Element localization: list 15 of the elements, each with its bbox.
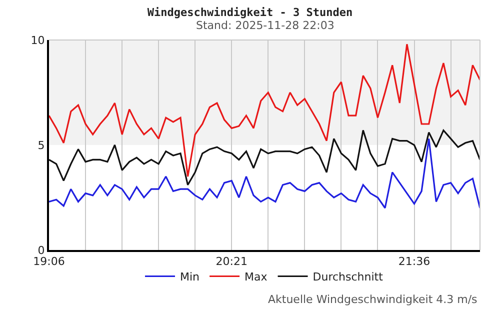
legend-label: Max	[244, 270, 268, 284]
legend-label: Durchschnitt	[312, 270, 384, 284]
x-tick-label: 21:36	[398, 255, 430, 268]
y-tick-label: 0	[38, 244, 45, 257]
line-series	[49, 43, 480, 178]
line-series	[49, 138, 480, 209]
line-series	[49, 130, 480, 186]
chart-subtitle: Stand: 2025-11-28 22:03	[196, 19, 334, 32]
legend-label: Min	[180, 270, 200, 284]
text: Aktuelle Windgeschwindigkeit 4.3 m/s	[268, 293, 478, 306]
x-tick-label: 20:21	[216, 255, 248, 268]
y-tick-label: 5	[38, 138, 45, 152]
chart-title: Windgeschwindigkeit - 3 Stunden	[147, 6, 353, 19]
x-tick-label: 19:06	[33, 255, 65, 268]
y-tick-label: 10	[30, 34, 45, 47]
